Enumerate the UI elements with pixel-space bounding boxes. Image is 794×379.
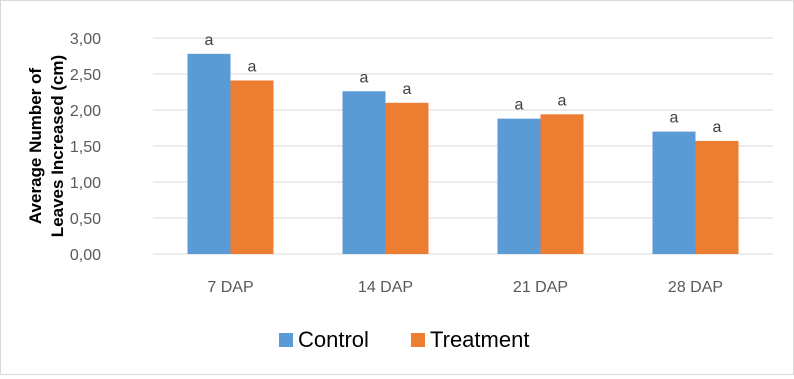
bars bbox=[187, 53, 739, 255]
bar-treatment-3 bbox=[540, 114, 584, 254]
y-tick-label: 1,50 bbox=[70, 139, 101, 156]
data-label: a bbox=[205, 32, 214, 49]
data-label: a bbox=[713, 119, 722, 136]
data-label: a bbox=[360, 69, 369, 86]
y-tick-label: 2,00 bbox=[70, 103, 101, 120]
y-axis-title-line-2: Leaves Increased (cm) bbox=[48, 55, 67, 237]
y-tick-label: 3,00 bbox=[70, 31, 101, 48]
legend: Control Treatment bbox=[279, 327, 529, 352]
data-labels: a a a a a a a a bbox=[205, 32, 722, 136]
y-tick-label: 1,00 bbox=[70, 175, 101, 192]
x-axis-labels: 7 DAP 14 DAP 21 DAP 28 DAP bbox=[207, 279, 723, 296]
x-tick-label: 21 DAP bbox=[513, 279, 568, 296]
data-label: a bbox=[248, 58, 257, 75]
bar-control-4 bbox=[652, 131, 696, 254]
bar-treatment-1 bbox=[230, 80, 274, 254]
x-tick-label: 28 DAP bbox=[668, 279, 723, 296]
data-label: a bbox=[403, 81, 412, 98]
y-axis-ticks: 0,00 0,50 1,00 1,50 2,00 2,50 3,00 bbox=[70, 31, 101, 264]
bar-treatment-4 bbox=[695, 140, 739, 254]
bar-treatment-2 bbox=[385, 102, 429, 254]
y-tick-label: 2,50 bbox=[70, 67, 101, 84]
y-tick-label: 0,00 bbox=[70, 247, 101, 264]
data-label: a bbox=[670, 110, 679, 127]
legend-label-treatment: Treatment bbox=[430, 327, 529, 352]
data-label: a bbox=[558, 92, 567, 109]
y-tick-label: 0,50 bbox=[70, 211, 101, 228]
data-label: a bbox=[515, 97, 524, 114]
x-tick-label: 14 DAP bbox=[358, 279, 413, 296]
legend-swatch-control bbox=[279, 333, 293, 347]
legend-swatch-treatment bbox=[411, 333, 425, 347]
bar-control-3 bbox=[497, 118, 541, 254]
bar-control-1 bbox=[187, 53, 231, 255]
y-axis-title-line-1: Average Number of bbox=[26, 68, 45, 225]
y-axis-title: Average Number of Leaves Increased (cm) bbox=[26, 55, 67, 237]
bar-control-2 bbox=[342, 91, 386, 254]
legend-label-control: Control bbox=[298, 327, 369, 352]
x-tick-label: 7 DAP bbox=[207, 279, 253, 296]
